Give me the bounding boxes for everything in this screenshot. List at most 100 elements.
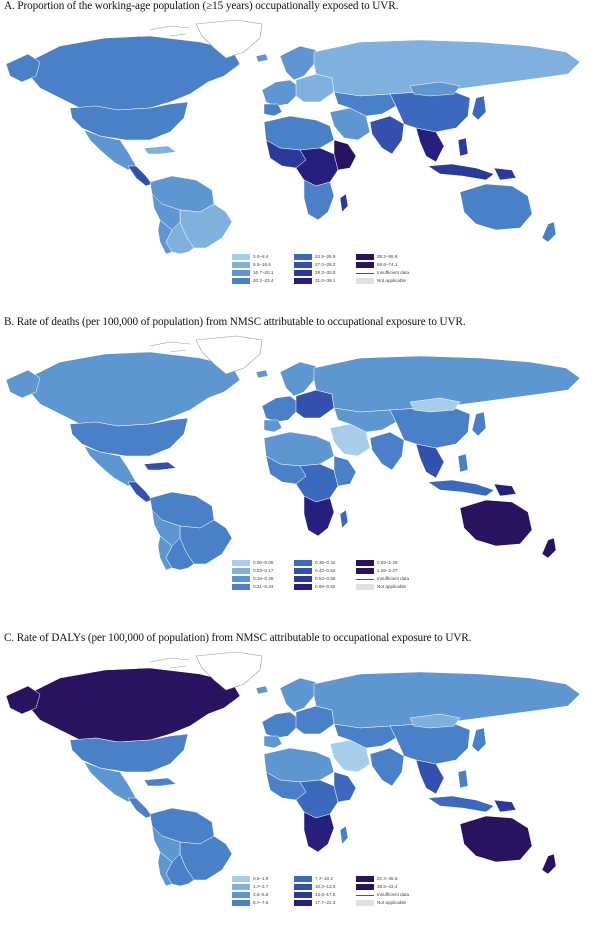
panel-b-world-map xyxy=(5,335,581,571)
region-indonesia xyxy=(427,479,495,497)
region-iceland xyxy=(255,685,269,695)
region-southasia xyxy=(369,431,405,471)
panel-a-legend: 3.0–8.4 9.5–16.6 16.7–20.1 20.2–23.4 23.5–26… xyxy=(232,254,432,294)
region-japan xyxy=(471,411,487,437)
region-indonesia xyxy=(427,163,495,181)
region-caribbean xyxy=(143,461,177,471)
region-australia xyxy=(459,499,533,547)
legend-swatch xyxy=(294,876,312,882)
region-usa xyxy=(69,417,189,457)
legend-swatch xyxy=(356,900,374,906)
region-southasia xyxy=(369,115,405,155)
region-weurope xyxy=(261,79,299,107)
legend-swatch xyxy=(356,262,374,268)
region-nz xyxy=(541,853,557,875)
legend-label: 5.7–7.6 xyxy=(253,900,269,905)
legend-label: 22.4–35.5 xyxy=(377,876,398,881)
legend-label: 0.8–1.6 xyxy=(253,876,269,881)
legend-swatch xyxy=(356,884,374,890)
region-chile xyxy=(157,851,173,887)
region-cafrica xyxy=(295,463,339,503)
panel-c-legend: 0.8–1.6 1.7–3.7 3.8–5.6 5.7–7.6 7.7–10.2 10.3… xyxy=(232,876,432,916)
region-japan xyxy=(471,95,487,121)
legend-swatch xyxy=(356,560,374,566)
region-safrica xyxy=(303,179,335,221)
legend-swatch xyxy=(356,876,374,882)
legend-label: 7.7–10.2 xyxy=(315,876,333,881)
legend-label: 17.7–22.3 xyxy=(315,900,336,905)
legend-label: 0.83–1.25 xyxy=(377,560,398,565)
region-cafrica xyxy=(295,779,339,819)
legend-label: 0.03–0.17 xyxy=(253,568,274,573)
legend-swatch xyxy=(356,568,374,574)
region-russia xyxy=(313,39,581,97)
region-indonesia xyxy=(427,795,495,813)
legend-label: 38.6–43.4 xyxy=(377,884,398,889)
region-greenland xyxy=(195,651,263,691)
region-mongolia xyxy=(409,397,461,413)
region-seasia xyxy=(415,443,445,479)
legend-label: Not applicable xyxy=(377,584,407,589)
region-centam xyxy=(127,797,153,819)
region-japan xyxy=(471,727,487,753)
legend-swatch xyxy=(356,273,374,274)
region-scandinavia xyxy=(279,361,317,397)
region-southasia xyxy=(369,747,405,787)
region-safrica xyxy=(303,811,335,853)
panel-c-world-map xyxy=(5,651,581,887)
region-alaska xyxy=(5,53,41,83)
region-usa xyxy=(69,733,189,773)
region-canada xyxy=(27,667,241,743)
region-nz xyxy=(541,221,557,243)
region-australia xyxy=(459,183,533,231)
legend-label: 56.6–74.1 xyxy=(377,262,398,267)
panel-a-title: A. Proportion of the working-age populat… xyxy=(4,0,399,12)
legend-label: 0.35–0.42 xyxy=(315,560,336,565)
region-philippines xyxy=(457,137,469,157)
legend-label: 20.2–23.4 xyxy=(253,278,274,283)
legend-swatch xyxy=(294,262,312,268)
region-iberia xyxy=(263,419,283,433)
region-australia xyxy=(459,815,533,863)
legend-swatch xyxy=(232,568,250,574)
arctic-outline xyxy=(119,341,251,357)
legend-swatch xyxy=(294,568,312,574)
region-alaska xyxy=(5,369,41,399)
panel-a-world-map xyxy=(5,19,581,255)
legend-swatch xyxy=(356,579,374,580)
region-iberia xyxy=(263,103,283,117)
legend-label: 0.43–0.52 xyxy=(315,568,336,573)
region-seasia xyxy=(415,759,445,795)
region-eeurope xyxy=(295,389,335,419)
region-centasia xyxy=(333,407,397,433)
region-png xyxy=(493,799,517,813)
legend-label: 0.18–0.28 xyxy=(253,576,274,581)
legend-label: 28.3–30.5 xyxy=(315,270,336,275)
panel-b-legend: 0.00–0.06 0.03–0.17 0.18–0.28 0.21–0.34 0.35… xyxy=(232,560,432,600)
region-eafrica xyxy=(333,455,357,487)
region-mongolia xyxy=(409,81,461,97)
region-madagascar xyxy=(339,509,349,529)
legend-swatch xyxy=(294,560,312,566)
region-scandinavia xyxy=(279,45,317,81)
legend-label: Insufficient data xyxy=(377,270,410,275)
region-mongolia xyxy=(409,713,461,729)
legend-label: 0.69–0.82 xyxy=(315,584,336,589)
legend-swatch xyxy=(294,270,312,276)
panel-c-title: C. Rate of DALYs (per 100,000 of populat… xyxy=(4,632,472,644)
region-centasia xyxy=(333,91,397,117)
legend-swatch xyxy=(294,576,312,582)
legend-swatch xyxy=(356,584,374,590)
region-eafrica xyxy=(333,139,357,171)
region-chile xyxy=(157,219,173,255)
legend-swatch xyxy=(232,254,250,260)
region-canada xyxy=(27,35,241,111)
region-caribbean xyxy=(143,145,177,155)
region-eeurope xyxy=(295,705,335,735)
panel-a: A. Proportion of the working-age populat… xyxy=(0,0,600,300)
region-iceland xyxy=(255,53,269,63)
legend-label: 39.2–55.8 xyxy=(377,254,398,259)
legend-label: Insufficient data xyxy=(377,576,410,581)
region-philippines xyxy=(457,453,469,473)
legend-label: 13.6–17.6 xyxy=(315,892,336,897)
